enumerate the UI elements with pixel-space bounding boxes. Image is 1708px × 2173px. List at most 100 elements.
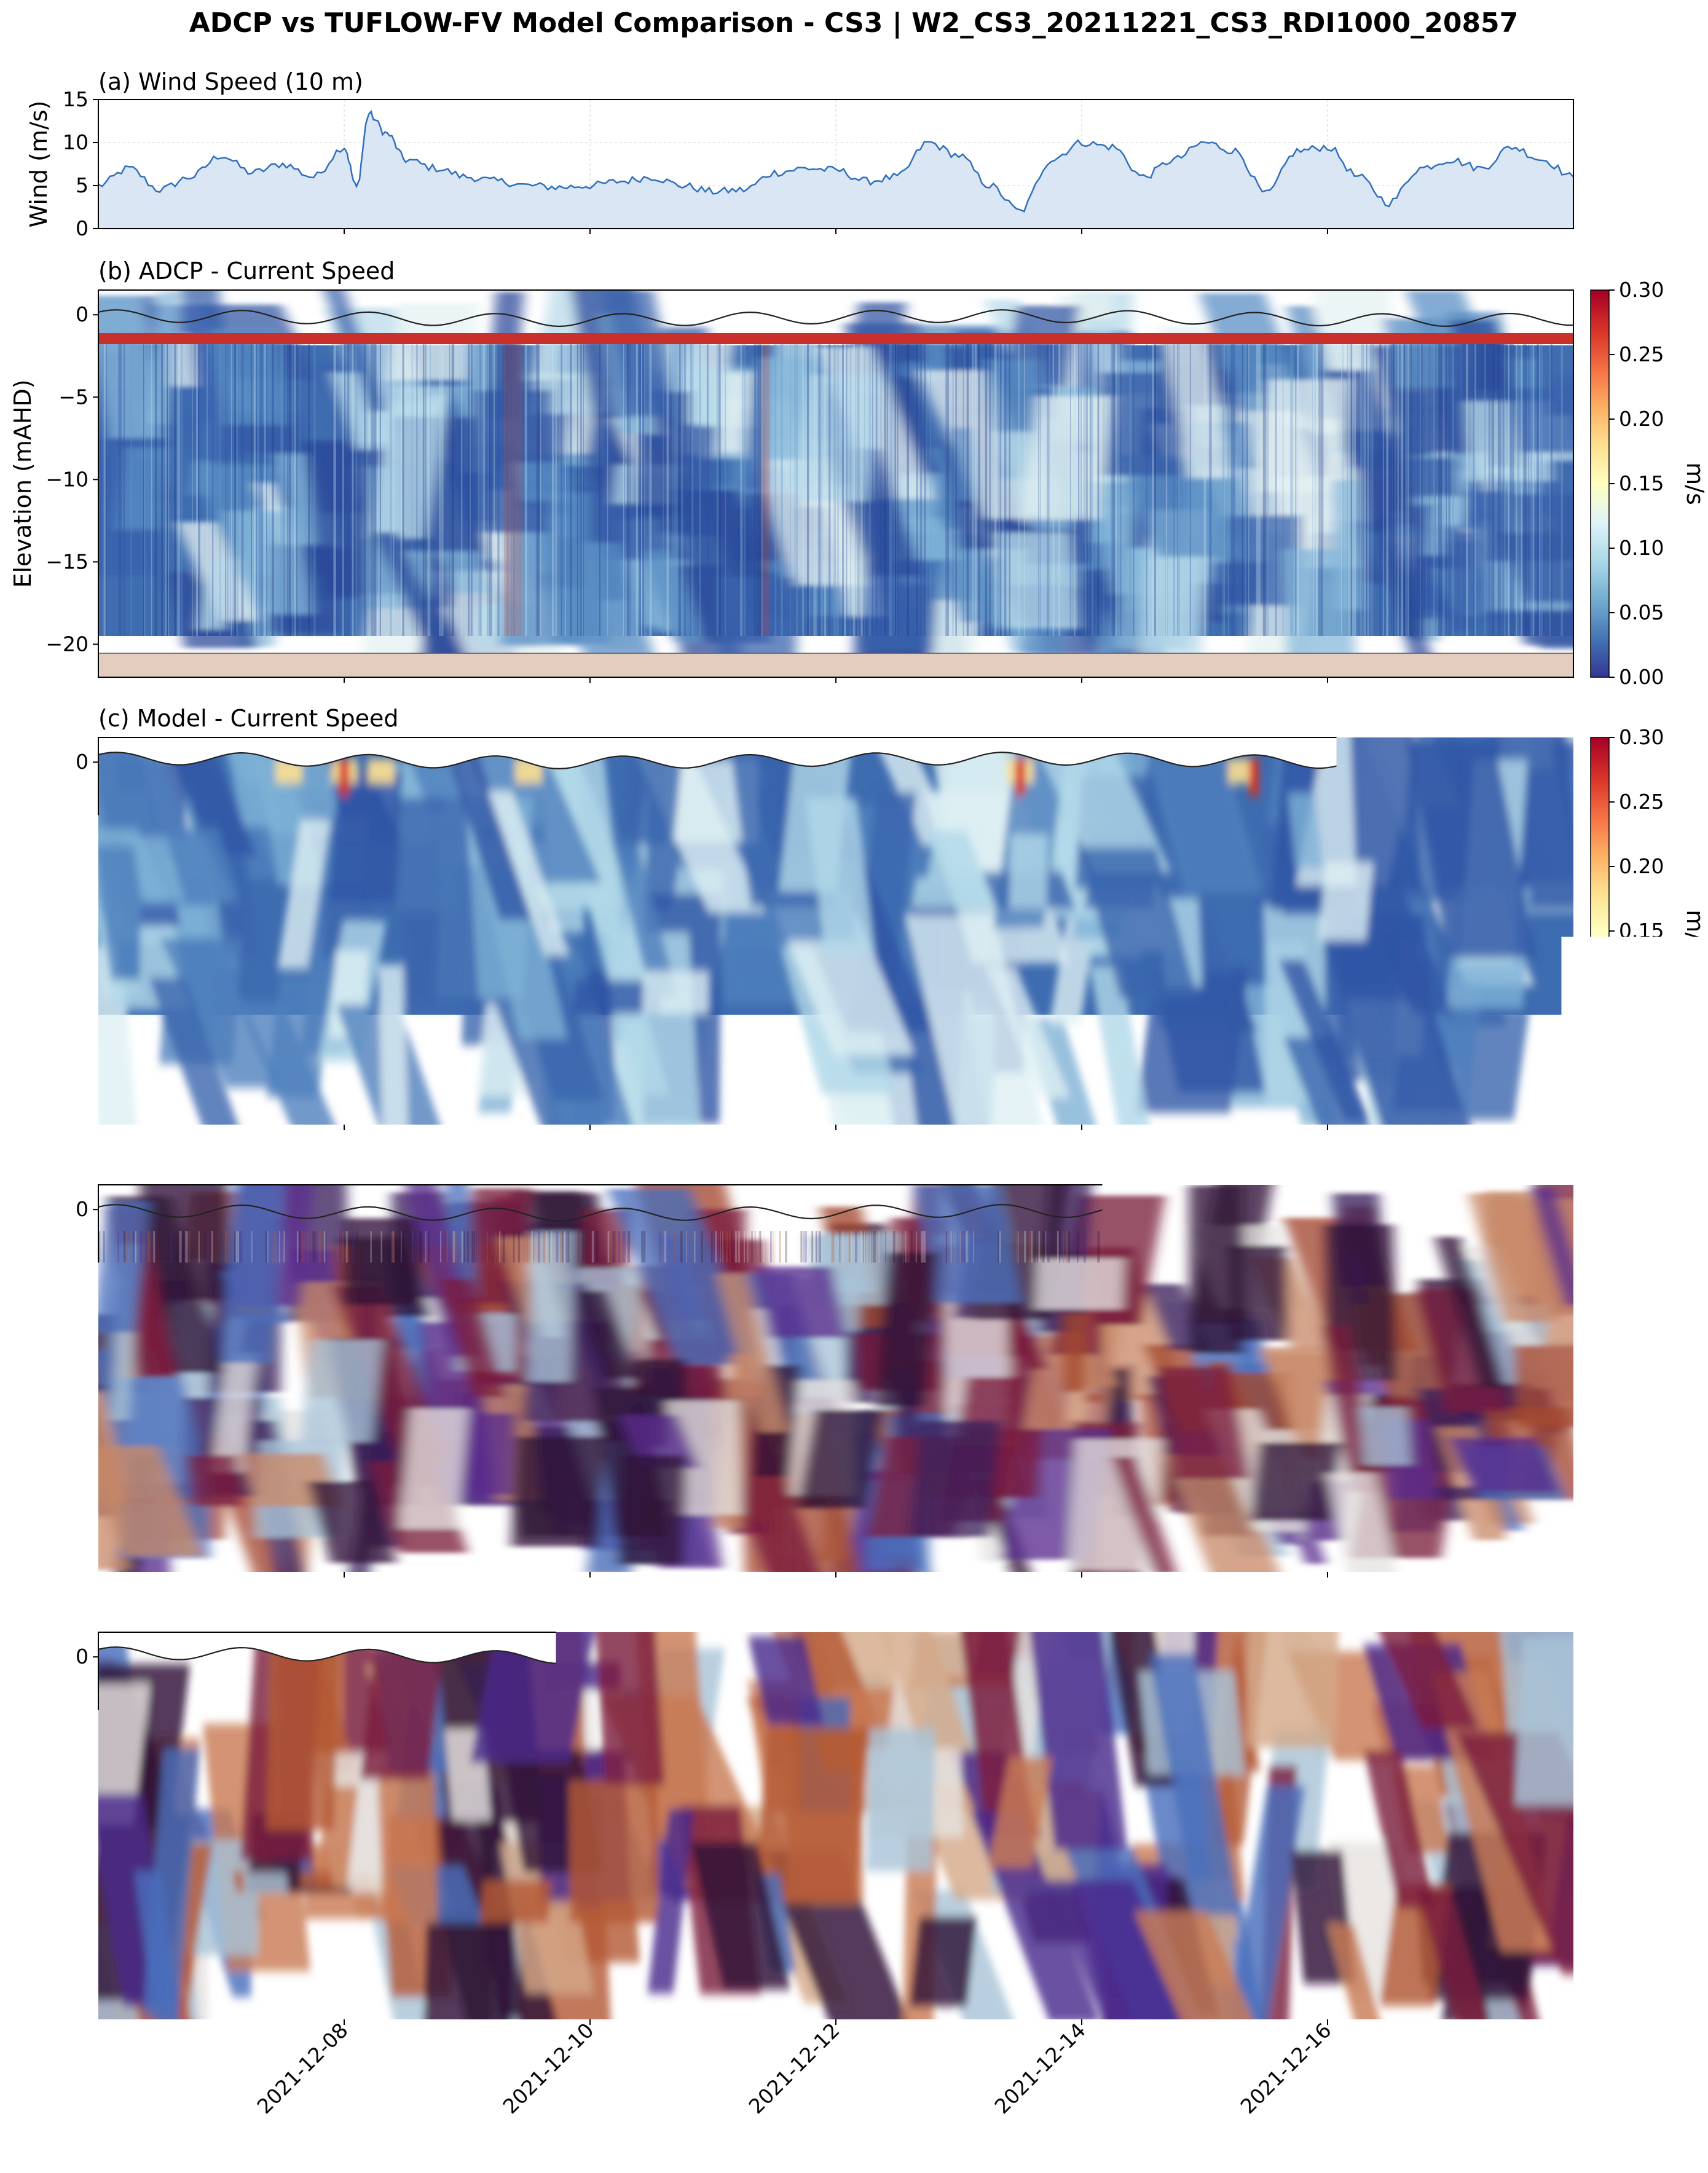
adcp-speed-streak	[390, 341, 392, 636]
colorbar-d-label: °N	[1682, 1364, 1708, 1393]
adcp-direction-streak	[1163, 1231, 1164, 1531]
adcp-speed-streak	[1111, 341, 1113, 636]
adcp-speed-streak	[1117, 341, 1120, 636]
adcp-speed-streak	[348, 341, 350, 636]
adcp-direction-streak	[832, 1231, 833, 1531]
adcp-speed-streak	[416, 341, 417, 636]
elevation-tick-label: −20	[45, 1527, 89, 1550]
adcp-speed-streak	[402, 341, 404, 636]
adcp-direction-streak	[1248, 1231, 1249, 1531]
elevation-tick-label: 0	[76, 1644, 89, 1668]
elevation-tick-label: −20	[45, 1974, 89, 1998]
adcp-speed-streak	[565, 341, 566, 636]
adcp-direction-streak	[1024, 1231, 1026, 1531]
adcp-speed-streak	[639, 341, 641, 636]
colorbar-c-label: m/s	[1682, 910, 1708, 953]
adcp-direction-streak	[170, 1231, 172, 1531]
adcp-speed-streak	[1080, 341, 1081, 636]
adcp-direction-streak	[279, 1231, 280, 1531]
adcp-speed-streak	[313, 341, 315, 636]
adcp-direction-streak	[1470, 1231, 1471, 1531]
adcp-speed-streak	[643, 341, 645, 636]
adcp-direction-streak	[546, 1231, 547, 1531]
adcp-direction-streak	[1257, 1231, 1258, 1531]
colorbar-b	[1591, 290, 1609, 677]
model-speed-cell	[1318, 862, 1374, 941]
adcp-direction-streak	[1259, 1231, 1261, 1531]
adcp-direction-streak	[819, 1231, 821, 1531]
adcp-speed-streak	[674, 341, 675, 636]
adcp-direction-streak	[237, 1231, 239, 1531]
adcp-direction-streak	[1430, 1231, 1431, 1531]
adcp-speed-streak	[648, 341, 649, 636]
adcp-speed-streak	[824, 341, 826, 636]
adcp-speed-streak	[227, 341, 228, 636]
adcp-direction-streak	[153, 1231, 155, 1531]
adcp-speed-streak	[374, 341, 376, 636]
adcp-direction-streak	[1455, 1231, 1457, 1531]
adcp-speed-streak	[1461, 341, 1462, 636]
adcp-direction-streak	[338, 1231, 340, 1531]
adcp-speed-streak	[757, 341, 759, 636]
adcp-speed-streak	[1009, 341, 1010, 636]
adcp-direction-streak	[356, 1231, 358, 1531]
adcp-direction-streak	[1443, 1231, 1444, 1531]
adcp-direction-streak	[1016, 1231, 1018, 1531]
adcp-speed-streak	[356, 341, 358, 636]
adcp-speed-streak	[818, 341, 821, 636]
adcp-direction-streak	[973, 1231, 974, 1531]
adcp-speed-streak	[118, 341, 119, 636]
adcp-direction-streak	[963, 1231, 965, 1531]
colorbar-tick-label: S	[1619, 1366, 1632, 1390]
adcp-direction-streak	[225, 1231, 227, 1531]
adcp-speed-streak	[725, 341, 726, 636]
adcp-speed-streak	[967, 341, 969, 636]
adcp-direction-streak	[1254, 1231, 1255, 1531]
adcp-direction-streak	[840, 1231, 841, 1531]
colorbar-e	[1591, 1632, 1609, 2019]
adcp-speed-streak	[296, 341, 297, 636]
elevation-tick-label: −10	[45, 467, 89, 491]
adcp-speed-streak	[1049, 341, 1050, 636]
adcp-direction-streak	[185, 1231, 186, 1531]
adcp-speed-streak	[478, 341, 479, 636]
adcp-direction-streak	[1500, 1231, 1501, 1531]
colorbar-tick-label: 0.10	[1619, 983, 1664, 1007]
adcp-direction-streak	[1411, 1231, 1412, 1531]
adcp-direction-streak	[1320, 1231, 1321, 1531]
adcp-direction-streak	[1415, 1231, 1416, 1531]
adcp-speed-streak	[890, 341, 892, 636]
colorbar-tick-label: N	[1619, 1173, 1634, 1197]
adcp-speed-streak	[225, 341, 226, 636]
adcp-direction-streak	[1360, 1231, 1362, 1531]
adcp-direction-streak	[1503, 1231, 1505, 1531]
elevation-tick-label: 0	[76, 1197, 89, 1221]
adcp-direction-streak	[495, 1231, 497, 1531]
adcp-speed-streak	[814, 341, 815, 636]
adcp-direction-streak	[873, 1231, 875, 1531]
colorbar-tick-label: E	[1619, 1717, 1632, 1741]
adcp-direction-streak	[1474, 1231, 1476, 1531]
colorbar-tick-label: NE	[1619, 1668, 1647, 1692]
model-speed-cell	[1007, 834, 1049, 979]
adcp-direction-streak	[1275, 1231, 1276, 1531]
adcp-direction-streak	[1059, 1231, 1060, 1531]
adcp-direction-streak	[1151, 1231, 1152, 1531]
adcp-direction-streak	[730, 1231, 731, 1531]
adcp-direction-streak	[503, 1231, 505, 1531]
adcp-speed-streak	[1511, 341, 1513, 636]
adcp-direction-streak	[1498, 1231, 1499, 1531]
wind-y-ticks: 0 5 10 15	[63, 87, 98, 240]
adcp-direction-streak	[715, 1231, 717, 1531]
adcp-speed-streak	[672, 341, 673, 636]
adcp-direction-streak	[664, 1231, 666, 1531]
adcp-direction-streak	[1245, 1231, 1246, 1531]
adcp-direction-streak	[849, 1231, 851, 1531]
colorbar-tick-label: NW	[1619, 1511, 1654, 1535]
adcp-speed-streak	[333, 341, 336, 636]
colorbar-e-ticks: NNWWSWSSEENEN	[1609, 1620, 1654, 2031]
adcp-speed-streak	[869, 341, 871, 636]
adcp-speed-streak	[1433, 341, 1435, 636]
colorbar-c	[1591, 737, 1609, 1125]
adcp-speed-streak	[707, 341, 709, 636]
